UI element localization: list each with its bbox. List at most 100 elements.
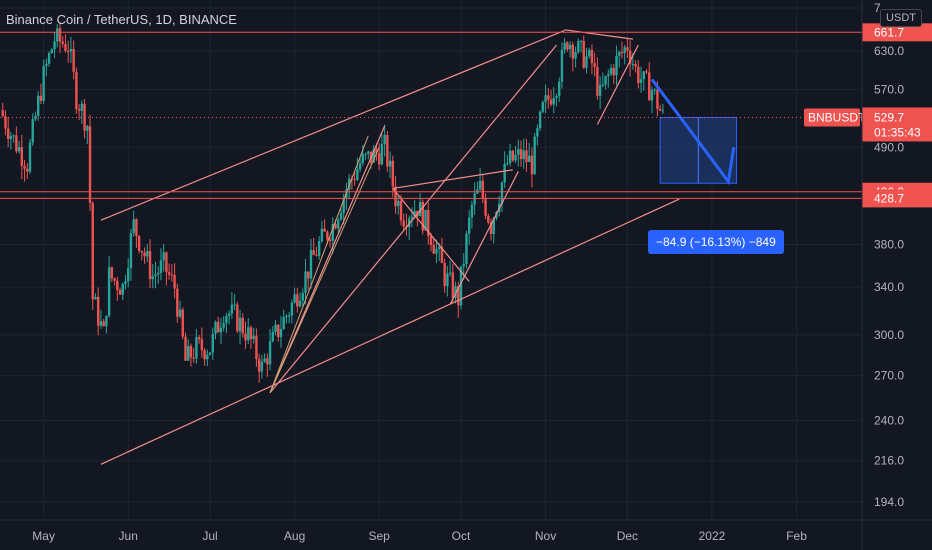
candle-body [94,296,97,300]
candle [42,59,45,104]
candle-body [353,179,356,181]
countdown-timer: 01:35:43 [874,125,921,139]
candle [266,353,269,377]
candle [577,38,580,54]
candle-body [45,63,48,67]
candle [367,150,370,160]
candle-body [312,250,315,255]
candle [91,201,94,311]
candle-body [429,236,433,245]
time-axis[interactable]: May Jun Jul Aug Sep Oct Nov Dec 2022 Feb [0,519,932,543]
candle-body [20,147,24,166]
candle-body [361,154,365,164]
candle-body [36,95,40,116]
candle-body [347,178,351,190]
currency-selector[interactable]: USDT [880,9,922,27]
candle [271,325,274,343]
candle-body [271,331,274,342]
candle-body [489,222,493,234]
candle [167,263,171,280]
candle-body [615,55,618,76]
candle [397,196,400,215]
candle-body [208,352,212,355]
candle-body [53,41,56,50]
candle-body [500,182,504,204]
candle-body [544,95,547,103]
price-tick-label: 490.0 [874,140,904,154]
candle [107,256,111,318]
candle [197,334,201,344]
candle [113,277,116,286]
candle [279,316,283,348]
candle [45,58,48,77]
candle [257,353,261,383]
candle [639,66,643,93]
candle [658,105,662,112]
candle-body [42,66,45,101]
last-price-badge: 529.701:35:43 [862,107,932,142]
candle [80,100,84,124]
candle-body [558,81,561,97]
candle [238,309,242,345]
time-tick-label: May [32,529,55,543]
candle [563,37,566,54]
candle [607,69,610,88]
candle-body [39,95,43,101]
price-tick-label: 7 [874,1,881,15]
candle [571,41,575,72]
candle-body [598,84,602,96]
candle [77,103,81,121]
candle-body [645,71,648,73]
candle-body [184,336,187,361]
candle-body [626,47,629,51]
candle-body [268,341,272,365]
candle-body [402,220,405,227]
candle [69,36,73,63]
candle-body [443,262,446,287]
candle-body [26,168,29,172]
candle [618,50,621,68]
last-price-value: 529.7 [874,110,904,124]
candle-body [574,51,577,59]
candle [407,215,411,241]
price-axis[interactable]: 7 630.0 570.0 490.0 380.0 340.0 300.0 270.0 240.… [861,0,904,550]
candle-body [604,75,607,85]
candle-body [446,273,449,287]
time-tick-label: Feb [786,529,807,543]
level-badge-bg [862,23,932,42]
fib-fan-1 [269,135,369,393]
candle [661,103,665,114]
candle-body [252,335,255,340]
level-badge: 428.7 [862,189,932,208]
candle [6,116,10,147]
trend-resistance-line [100,29,565,221]
candle-body [473,193,476,205]
candle [317,236,321,260]
projection-arrow [650,78,736,186]
candle-body [467,217,471,234]
level-badge: 661.7 [862,23,932,42]
candle [500,181,504,213]
symbol-badge-bg [804,108,860,127]
candle-body [555,96,558,98]
candle-body [549,99,553,105]
candle [4,110,7,136]
candle [467,210,471,245]
last-price-badge-bg [862,107,932,142]
candle [361,144,365,167]
candle-body [519,149,523,160]
candle-body [331,224,334,241]
candle [323,219,326,232]
candle [549,89,553,107]
candle-body [424,209,427,231]
candle [53,32,56,59]
candle-body [454,286,457,299]
candle [83,98,86,139]
candle [590,44,594,75]
candle [533,132,536,175]
candle-body [97,296,100,326]
candle [380,133,384,166]
time-tick-label: Jul [202,529,217,543]
candle-body [628,50,632,65]
